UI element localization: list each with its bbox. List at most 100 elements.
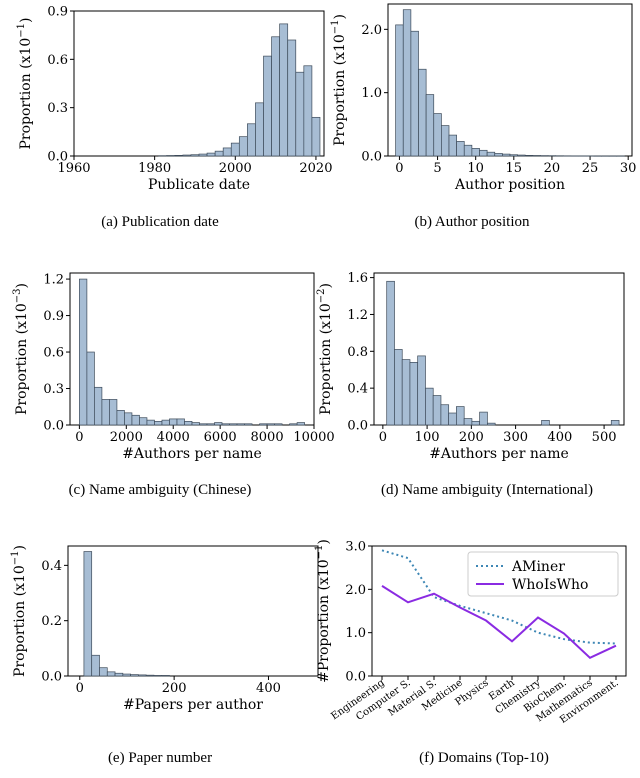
y-tick-label: 0.0 (345, 670, 366, 685)
y-tick-label: 1.2 (43, 273, 64, 288)
histogram-bar (99, 667, 108, 677)
y-axis-label: #Proportion (x10−1) (314, 539, 332, 683)
y-tick-label: 3.0 (345, 540, 366, 555)
histogram-bar (610, 420, 620, 426)
histogram-bar (440, 404, 450, 426)
x-tick-label: 0 (395, 161, 403, 176)
legend-label: AMiner (511, 559, 565, 575)
histogram-bar (517, 154, 526, 157)
histogram-bar (182, 154, 192, 157)
histogram-bar (79, 278, 88, 426)
y-tick-label: 0.9 (43, 309, 64, 324)
y-axis-label-close: ) (332, 14, 348, 19)
legend-box (467, 551, 619, 597)
y-tick-label: 1.0 (345, 626, 366, 641)
y-axis-label: Proportion (x10−2) (316, 283, 334, 415)
x-tick-label: 10 (467, 161, 484, 176)
y-axis-label-text: Proportion (x10 (18, 38, 34, 150)
histogram-bar (191, 422, 200, 426)
histogram-bar (221, 423, 230, 426)
y-axis-label-close: ) (14, 283, 30, 288)
x-axis-label: #Papers per author (123, 697, 263, 713)
series-line-whoiswho (381, 585, 617, 659)
histogram-bar (395, 24, 404, 157)
histogram-bar (433, 113, 442, 157)
y-axis-label-close: ) (12, 545, 28, 550)
histogram-bar (463, 418, 473, 426)
y-axis-label-exponent: −1 (330, 19, 341, 34)
x-tick-label: 1980 (138, 161, 171, 176)
x-tick-label: 500 (592, 430, 617, 445)
histogram-bar (244, 423, 253, 426)
histogram-bar (229, 423, 238, 426)
x-tick-label: 1960 (57, 161, 90, 176)
y-tick-label: 1.2 (347, 308, 368, 323)
x-tick-label: 2000 (219, 161, 252, 176)
chart-panel-e: 0.0 0.2 0.4 Proportion (x10−1) 0 200 400#Paper… (10, 545, 319, 766)
histogram-bar (199, 423, 208, 426)
y-tick-label: 0.3 (47, 101, 68, 116)
histogram-bar (139, 417, 148, 426)
panel-caption: (f) Domains (Top-10) (419, 750, 549, 766)
histogram-bar (91, 654, 100, 677)
histogram-bar (83, 551, 93, 677)
x-axis-label: #Authors per name (122, 446, 262, 462)
histogram-bar (410, 30, 419, 157)
x-tick-label: 200 (162, 681, 187, 696)
y-axis-label-close: ) (318, 283, 334, 288)
plot-frame (67, 545, 319, 677)
histogram-bar (289, 423, 298, 426)
histogram-bar (106, 671, 116, 677)
histogram-bar (409, 362, 419, 426)
y-tick-label: 0.0 (361, 150, 382, 165)
histogram-bar (487, 422, 496, 426)
histogram-bar (174, 155, 184, 157)
histogram-bar (222, 147, 232, 157)
y-tick-label: 0.3 (43, 382, 64, 397)
panel-caption: (a) Publication date (101, 214, 219, 230)
y-tick-label: 0.8 (347, 345, 368, 360)
y-tick-label: 0.0 (41, 670, 62, 685)
x-tick-label: 400 (256, 681, 281, 696)
y-axis-label-text: #Proportion (x10 (316, 559, 332, 683)
x-tick-label: 30 (620, 161, 637, 176)
histogram-bar (153, 675, 163, 677)
histogram-bar (463, 144, 473, 157)
y-axis-label-text: Proportion (x10 (318, 303, 334, 415)
histogram-bar (274, 423, 283, 426)
histogram-bar (184, 421, 193, 426)
histogram-bar (524, 155, 534, 157)
histogram-bar (138, 674, 147, 677)
y-tick-label: 1.6 (347, 271, 368, 286)
histogram-bar (230, 142, 240, 157)
series-line-aminer (381, 549, 617, 645)
y-axis-label-text: Proportion (x10 (14, 303, 30, 415)
histogram-bar (176, 418, 185, 426)
x-tick-label: 400 (547, 430, 572, 445)
histogram-bar (130, 674, 139, 677)
histogram-bar (86, 351, 95, 426)
histogram-bar (425, 94, 435, 157)
y-axis-label-exponent: −2 (316, 288, 327, 303)
histogram-bar (456, 141, 465, 157)
y-axis-label-exponent: −1 (10, 550, 21, 565)
histogram-bar (418, 68, 427, 157)
y-axis-label-text: Proportion (x10 (12, 565, 28, 677)
plot-frame (373, 272, 625, 426)
x-tick-label: 0 (379, 430, 387, 445)
histogram-bar (198, 153, 208, 157)
y-axis-label-close: ) (18, 17, 34, 22)
x-axis-label: #Authors per name (429, 446, 569, 462)
histogram-bar (425, 387, 434, 426)
panel-caption: (b) Author position (415, 214, 530, 230)
histogram-bar (190, 154, 200, 157)
histogram-bar (479, 149, 488, 157)
histogram-bar (471, 420, 481, 426)
histogram-bar (441, 125, 450, 157)
histogram-bar (214, 422, 223, 426)
x-tick-label: 25 (582, 161, 599, 176)
x-tick-label: 5 (433, 161, 441, 176)
histogram-bar (509, 154, 518, 157)
histogram-bar (448, 134, 457, 157)
